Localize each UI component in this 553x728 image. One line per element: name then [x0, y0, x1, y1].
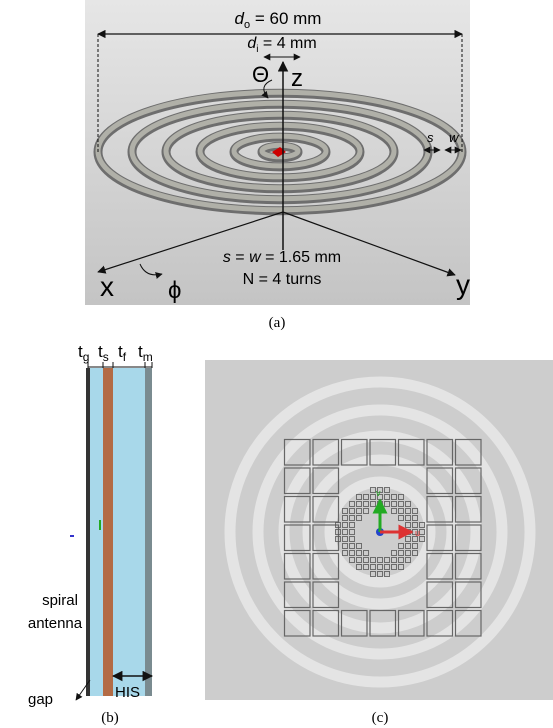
caption-a: (a)	[269, 315, 286, 331]
turns: N = 4 turns	[243, 271, 322, 288]
sw-eq: =	[231, 249, 249, 266]
y-label: y	[456, 269, 470, 300]
gap-layer	[90, 368, 103, 696]
his-label: HIS	[115, 684, 140, 701]
antenna-label: antenna	[28, 615, 83, 632]
t-sub: f	[123, 350, 127, 364]
t-label: ts	[98, 342, 109, 364]
phi-label: ϕ	[168, 277, 181, 304]
spiral-layer	[86, 368, 90, 696]
foam-layer	[113, 368, 145, 696]
t-label: tm	[138, 342, 153, 364]
sw-label: s = w = 1.65 mm	[223, 249, 341, 266]
z-label: z	[291, 65, 303, 92]
di-value: = 4 mm	[258, 35, 316, 52]
t-label: tf	[118, 342, 127, 364]
spiral-label: spiral	[42, 592, 78, 609]
t-sub: m	[143, 350, 153, 364]
s-label: s	[427, 130, 434, 145]
t-sub: s	[103, 350, 109, 364]
caption-b: (b)	[101, 710, 119, 726]
sw-value: = 1.65 mm	[261, 249, 341, 266]
gap-label: gap	[28, 691, 53, 708]
do-value: = 60 mm	[250, 9, 321, 28]
theta: Θ	[252, 62, 269, 87]
sw-s: s	[223, 249, 231, 266]
w-label: w	[449, 130, 460, 145]
v-label: v	[376, 488, 381, 498]
u-label: u	[415, 528, 420, 538]
t-label: tg	[78, 342, 89, 364]
substrate-layer	[103, 368, 113, 696]
figure: do = 60 mm di = 4 mm Θ z s w s = w = 1.6…	[0, 0, 553, 728]
x-label: x	[100, 271, 114, 302]
t-sub: g	[83, 350, 90, 364]
caption-c: (c)	[372, 710, 389, 726]
metal-layer	[145, 368, 152, 696]
